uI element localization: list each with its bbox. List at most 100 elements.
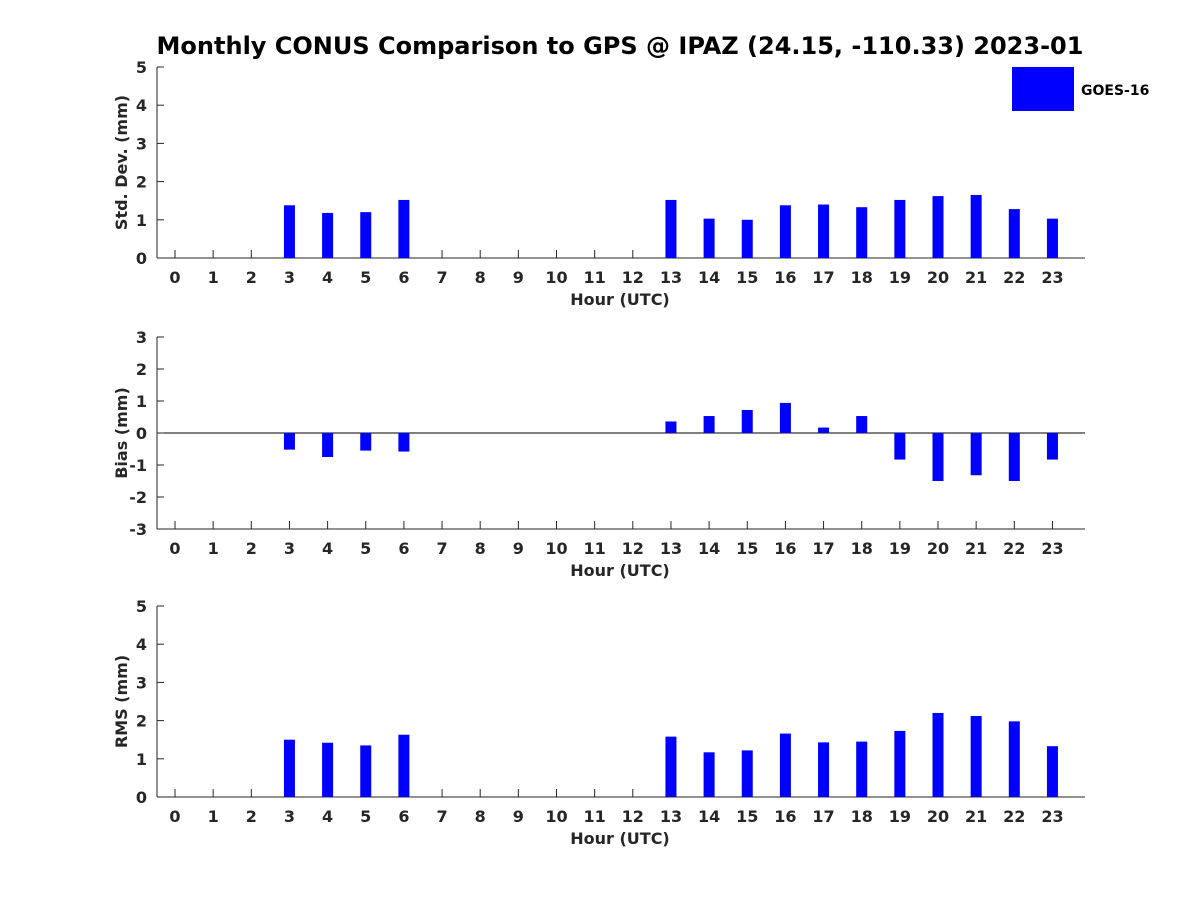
- bar-hour-14: [703, 218, 715, 258]
- x-tick-label: 8: [475, 268, 486, 287]
- legend: GOES-16: [1012, 67, 1149, 111]
- x-tick-label: 13: [660, 539, 682, 558]
- x-axis-label: Hour (UTC): [570, 561, 670, 580]
- x-tick-label: 15: [736, 539, 758, 558]
- x-tick-label: 7: [436, 807, 447, 826]
- x-tick-label: 5: [360, 539, 371, 558]
- x-tick-label: 7: [436, 539, 447, 558]
- x-tick-label: 11: [584, 268, 606, 287]
- x-tick-label: 23: [1041, 807, 1063, 826]
- y-axis-label: RMS (mm): [112, 655, 131, 748]
- bar-hour-20: [932, 433, 944, 481]
- x-tick-label: 16: [774, 268, 796, 287]
- x-tick-label: 2: [246, 268, 257, 287]
- bar-hour-22: [1008, 721, 1020, 797]
- y-tick-label: 1: [136, 392, 147, 411]
- bar-hour-21: [970, 194, 982, 258]
- x-tick-label: 10: [545, 807, 567, 826]
- x-tick-label: 1: [208, 807, 219, 826]
- x-tick-label: 0: [169, 268, 180, 287]
- y-tick-label: -3: [129, 520, 147, 539]
- x-tick-label: 22: [1003, 539, 1025, 558]
- x-tick-label: 18: [851, 807, 873, 826]
- x-tick-label: 4: [322, 539, 333, 558]
- x-tick-label: 19: [889, 539, 911, 558]
- x-tick-label: 6: [398, 807, 409, 826]
- x-tick-label: 23: [1041, 539, 1063, 558]
- x-tick-label: 15: [736, 268, 758, 287]
- x-tick-label: 12: [622, 268, 644, 287]
- x-tick-label: 12: [622, 539, 644, 558]
- x-tick-label: 20: [927, 268, 949, 287]
- bar-hour-19: [894, 730, 906, 797]
- y-tick-label: 1: [136, 211, 147, 230]
- x-tick-label: 23: [1041, 268, 1063, 287]
- x-tick-label: 3: [284, 807, 295, 826]
- x-tick-label: 19: [889, 807, 911, 826]
- legend-label-goes16: GOES-16: [1081, 83, 1149, 99]
- bar-hour-15: [741, 409, 753, 433]
- bar-hour-6: [398, 433, 410, 452]
- bar-hour-5: [360, 433, 372, 451]
- legend-swatch-goes16: [1012, 67, 1074, 111]
- bar-hour-13: [665, 199, 677, 258]
- bar-hour-23: [1046, 218, 1058, 258]
- x-tick-label: 12: [622, 807, 644, 826]
- x-tick-label: 17: [812, 268, 834, 287]
- x-tick-label: 16: [774, 539, 796, 558]
- bar-hour-3: [283, 205, 295, 258]
- y-tick-label: -2: [129, 488, 147, 507]
- x-tick-label: 15: [736, 807, 758, 826]
- y-axis-label: Std. Dev. (mm): [112, 95, 131, 230]
- y-tick-label: 3: [136, 673, 147, 692]
- x-tick-label: 21: [965, 268, 987, 287]
- bar-hour-23: [1046, 433, 1058, 460]
- x-tick-label: 6: [398, 539, 409, 558]
- y-tick-label: -1: [129, 456, 147, 475]
- x-tick-label: 10: [545, 268, 567, 287]
- bar-hour-15: [741, 750, 753, 797]
- x-tick-label: 20: [927, 539, 949, 558]
- x-tick-label: 7: [436, 268, 447, 287]
- x-tick-label: 13: [660, 268, 682, 287]
- y-tick-label: 0: [136, 424, 147, 443]
- bar-hour-20: [932, 196, 944, 258]
- bar-hour-18: [856, 741, 868, 797]
- x-tick-label: 2: [246, 539, 257, 558]
- bar-hour-3: [283, 739, 295, 797]
- y-tick-label: 0: [136, 249, 147, 268]
- y-tick-label: 3: [136, 328, 147, 347]
- x-tick-label: 4: [322, 268, 333, 287]
- bar-hour-5: [360, 745, 372, 797]
- bar-hour-16: [779, 402, 791, 433]
- x-tick-label: 9: [513, 807, 524, 826]
- bar-hour-6: [398, 199, 410, 258]
- x-tick-label: 22: [1003, 268, 1025, 287]
- bar-hour-4: [322, 433, 334, 457]
- x-tick-label: 18: [851, 539, 873, 558]
- bar-hour-20: [932, 712, 944, 797]
- x-tick-label: 20: [927, 807, 949, 826]
- bar-hour-14: [703, 752, 715, 797]
- x-tick-label: 0: [169, 539, 180, 558]
- bar-hour-17: [818, 204, 830, 258]
- x-tick-label: 9: [513, 268, 524, 287]
- y-axis-label: Bias (mm): [112, 387, 131, 479]
- x-axis-label: Hour (UTC): [570, 829, 670, 848]
- x-tick-label: 5: [360, 807, 371, 826]
- bar-hour-4: [322, 212, 334, 258]
- y-tick-label: 4: [136, 635, 147, 654]
- bar-hour-22: [1008, 209, 1020, 258]
- y-tick-label: 2: [136, 360, 147, 379]
- x-tick-label: 8: [475, 807, 486, 826]
- bar-hour-23: [1046, 746, 1058, 797]
- x-tick-label: 14: [698, 807, 720, 826]
- bar-hour-19: [894, 433, 906, 460]
- x-tick-label: 3: [284, 268, 295, 287]
- bar-hour-19: [894, 199, 906, 258]
- x-tick-label: 17: [812, 539, 834, 558]
